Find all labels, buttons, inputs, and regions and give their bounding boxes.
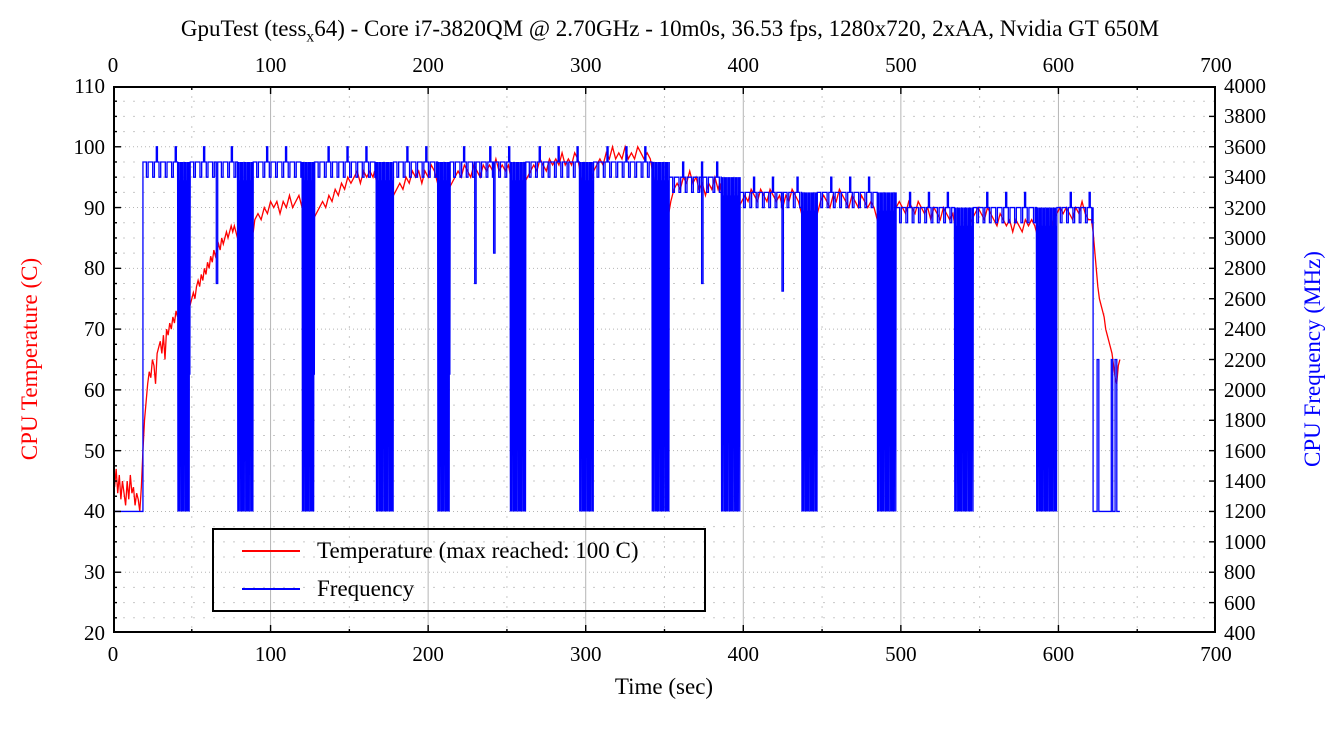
x-axis-tick-label: 400 — [727, 642, 760, 666]
frequency-series-line — [113, 146, 1120, 513]
x-axis-tick-label: 600 — [1042, 642, 1075, 666]
chart-title: GpuTest (tessx64) - Core i7-3820QM @ 2.7… — [0, 16, 1340, 47]
x-axis-title: Time (sec) — [614, 674, 714, 699]
y-left-tick-label: 30 — [84, 560, 105, 585]
y-right-tick-label: 1400 — [1224, 469, 1266, 494]
y-right-tick-label: 2400 — [1224, 317, 1266, 342]
chart-title-subscript: x — [306, 28, 315, 46]
temperature-line-sample — [242, 550, 300, 552]
y-right-tick-label: 3400 — [1224, 165, 1266, 190]
legend: Temperature (max reached: 100 C) Frequen… — [212, 528, 706, 612]
chart-title-prefix: GpuTest (tess — [180, 16, 307, 41]
tick-marks — [113, 86, 1216, 633]
y-right-tick-label: 2600 — [1224, 286, 1266, 311]
x2-axis-tick-label: 300 — [569, 53, 602, 77]
y-right-tick-label: 3200 — [1224, 195, 1266, 220]
x-axis-tick-label: 500 — [885, 642, 917, 666]
y-right-tick-label: 1800 — [1224, 408, 1266, 433]
x2-axis-tick-label: 500 — [885, 53, 917, 77]
y-right-tick-label: 800 — [1224, 560, 1256, 585]
y-right-tick-label: 4000 — [1224, 74, 1266, 98]
x2-axis-tick-label: 0 — [107, 53, 119, 77]
x-axis-tick-label: 0 — [107, 642, 119, 666]
y-right-tick-label: 3600 — [1224, 134, 1266, 159]
x2-axis-tick-label: 700 — [1200, 53, 1232, 77]
y-left-tick-label: 20 — [84, 621, 105, 645]
y-right-tick-label: 1600 — [1224, 438, 1266, 463]
y-left-tick-label: 70 — [84, 317, 105, 342]
x-axis-tick-label: 700 — [1200, 642, 1232, 666]
frequency-line-sample — [242, 588, 300, 590]
x2-axis-tick-label: 600 — [1042, 53, 1075, 77]
x2-axis-tick-label: 100 — [254, 53, 287, 77]
x-axis-tick-label: 200 — [412, 642, 444, 666]
legend-entry-temperature: Temperature (max reached: 100 C) — [242, 534, 704, 568]
legend-label-frequency: Frequency — [317, 576, 415, 601]
y-left-tick-label: 60 — [84, 377, 105, 402]
y-left-tick-label: 100 — [73, 134, 106, 159]
legend-label-temperature: Temperature (max reached: 100 C) — [317, 538, 639, 563]
plot-area — [113, 86, 1216, 633]
y-right-tick-label: 1200 — [1224, 499, 1266, 524]
y-left-tick-label: 40 — [84, 499, 105, 524]
x2-axis-tick-label: 400 — [727, 53, 760, 77]
y-left-tick-label: 50 — [84, 438, 105, 463]
x-axis-tick-label: 100 — [254, 642, 287, 666]
legend-entry-frequency: Frequency — [242, 572, 704, 606]
y-left-tick-label: 90 — [84, 195, 105, 220]
y-right-tick-label: 600 — [1224, 590, 1256, 615]
y-left-axis-title: CPU Temperature (C) — [17, 257, 42, 461]
y-left-tick-label: 80 — [84, 256, 105, 281]
y-right-tick-label: 400 — [1224, 621, 1256, 645]
y-right-tick-label: 3800 — [1224, 104, 1266, 129]
x-axis-tick-label: 300 — [569, 642, 602, 666]
y-right-tick-label: 3000 — [1224, 225, 1266, 250]
y-right-tick-label: 2000 — [1224, 377, 1266, 402]
y-right-tick-label: 2200 — [1224, 347, 1266, 372]
x2-axis-tick-label: 200 — [412, 53, 444, 77]
chart-title-suffix: 64) - Core i7-3820QM @ 2.70GHz - 10m0s, … — [314, 16, 1160, 41]
y-right-tick-label: 1000 — [1224, 529, 1266, 554]
y-left-tick-label: 110 — [74, 74, 105, 98]
y-right-tick-label: 2800 — [1224, 256, 1266, 281]
series-group — [113, 144, 1121, 513]
